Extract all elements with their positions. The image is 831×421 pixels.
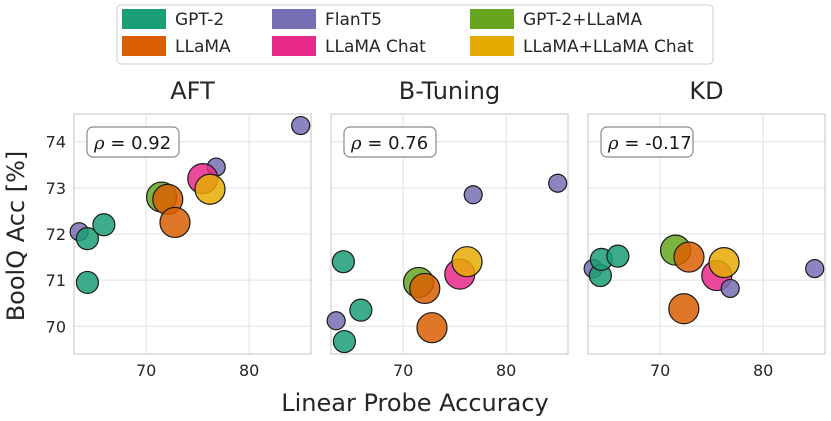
panel-b-tuning: B-Tuning 70 80 ρ = 0.76 (326, 77, 569, 380)
rho-symbol: ρ (93, 133, 105, 154)
annotation-text: ρ = 0.92 (93, 133, 171, 154)
rho-value: = (362, 133, 389, 154)
point-flant5 (548, 173, 568, 193)
legend-label: GPT-2 (175, 10, 224, 30)
legend: GPT-2 FlanT5 GPT-2+LLaMA LLaMA LLaMA Chat LLa… (116, 4, 714, 65)
y-tick-label: 71 (46, 271, 66, 290)
legend-label: GPT-2+LLaMA (523, 10, 642, 30)
point-gpt-2 (75, 227, 99, 251)
point-llama-llama-chat (708, 247, 740, 279)
point-gpt-2 (349, 298, 373, 322)
legend-item: GPT-2+LLaMA (470, 9, 642, 30)
x-tick-label: 70 (136, 361, 156, 380)
point-llama (668, 293, 700, 325)
rho-annotation: ρ = 0.76 (343, 126, 437, 158)
panels: AFT 70 80 70 71 72 73 74 ρ = 0.92 B-Tuning 70 80 ρ =… (46, 77, 826, 380)
rho-symbol: ρ (607, 133, 619, 154)
point-llama (416, 312, 448, 344)
point-llama-llama-chat (194, 173, 226, 205)
legend-swatch (122, 9, 166, 29)
point-llama-llama-chat (451, 246, 483, 278)
legend-item: LLaMA (122, 36, 231, 57)
legend-swatch (470, 36, 514, 56)
y-tick-label: 73 (46, 179, 66, 198)
rho-symbol: ρ (350, 133, 362, 154)
rho-annotation: ρ = 0.92 (86, 126, 180, 158)
y-tick-label: 74 (46, 133, 66, 152)
panel-kd: KD 70 80 ρ = -0.17 (583, 77, 826, 380)
legend-label: LLaMA (175, 37, 231, 57)
plot-frame (330, 113, 569, 355)
legend-item: GPT-2 (122, 9, 224, 30)
point-flant5 (463, 185, 483, 205)
legend-swatch (470, 9, 514, 29)
rho-number: -0.17 (645, 133, 692, 154)
rho-number: 0.76 (388, 133, 428, 154)
point-flant5 (720, 278, 740, 299)
rho-annotation: ρ = -0.17 (600, 126, 694, 158)
legend-label: LLaMA+LLaMA Chat (523, 37, 694, 57)
legend-item: LLaMA+LLaMA Chat (470, 36, 694, 57)
annotation-box (343, 126, 437, 158)
y-axis-label: BoolQ Acc [%] (2, 151, 30, 322)
y-tick-label: 70 (46, 317, 66, 336)
legend-frame (116, 4, 714, 65)
legend-item: LLaMA Chat (272, 36, 426, 57)
panel-title: KD (689, 77, 723, 105)
point-gpt-2 (92, 213, 116, 237)
point-llama (409, 272, 441, 305)
annotation-text: ρ = -0.17 (607, 133, 692, 154)
x-tick-label: 70 (393, 361, 413, 380)
legend-swatch (272, 9, 316, 29)
x-tick-label: 80 (496, 361, 516, 380)
legend-label: FlanT5 (325, 10, 382, 30)
annotation-box (600, 126, 694, 158)
point-flant5 (326, 311, 346, 331)
rho-number: 0.92 (131, 133, 171, 154)
point-llama (673, 241, 705, 273)
annotation-text: ρ = 0.76 (350, 133, 428, 154)
point-flant5 (805, 259, 825, 279)
rho-value: = (105, 133, 132, 154)
point-llama (159, 206, 191, 239)
x-tick-label: 80 (753, 361, 773, 380)
panel-title: B-Tuning (399, 77, 500, 105)
point-flant5 (291, 115, 311, 136)
annotation-box (86, 126, 180, 158)
point-gpt-2 (331, 250, 355, 274)
legend-label: LLaMA Chat (325, 37, 426, 57)
panel-aft: AFT 70 80 70 71 72 73 74 ρ = 0.92 (46, 77, 312, 380)
legend-swatch (122, 36, 166, 56)
point-gpt-2 (606, 244, 630, 268)
rho-value: = (619, 133, 646, 154)
x-tick-label: 80 (239, 361, 259, 380)
point-gpt-2 (75, 270, 99, 295)
legend-item: FlanT5 (272, 9, 382, 30)
legend-swatch (272, 36, 316, 56)
y-tick-label: 72 (46, 225, 66, 244)
point-gpt-2 (332, 329, 356, 354)
plot-frame (587, 113, 826, 355)
x-tick-label: 70 (650, 361, 670, 380)
panel-title: AFT (170, 77, 215, 105)
x-axis-label: Linear Probe Accuracy (281, 389, 549, 417)
